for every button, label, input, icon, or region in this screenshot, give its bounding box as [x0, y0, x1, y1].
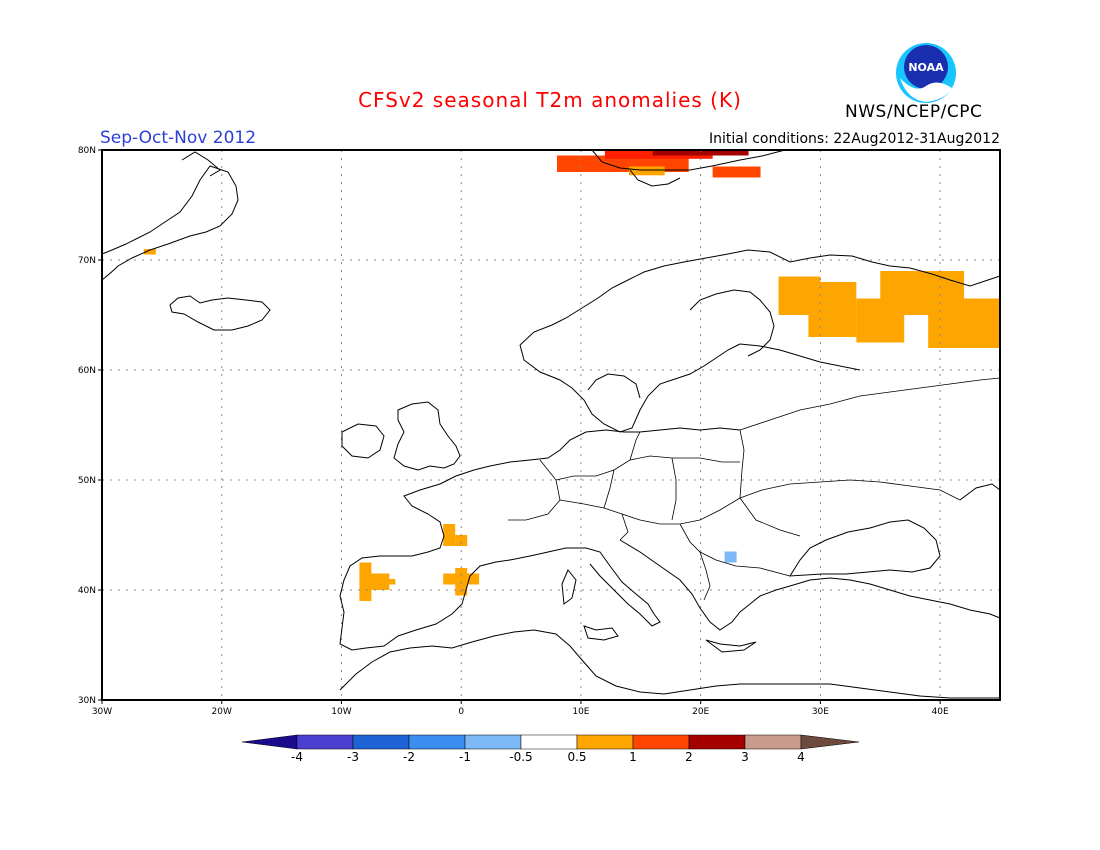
anomaly-cell	[712, 166, 761, 178]
colorbar-label: -0.5	[509, 750, 532, 764]
anomaly-cell	[389, 579, 396, 585]
colorbar-label: -2	[403, 750, 415, 764]
lon-tick-label: 20W	[212, 707, 232, 717]
colorbar-label: -3	[347, 750, 359, 764]
anomaly-cell	[628, 166, 665, 176]
colorbar: -4 -3 -2 -1 -0.5 0.5 1 2 3 4	[241, 734, 860, 764]
lon-tick-label: 30E	[812, 707, 829, 717]
anomaly-cell	[143, 249, 156, 255]
colorbar-box	[408, 734, 466, 750]
colorbar-label: 0.5	[567, 750, 586, 764]
colorbar-label: 2	[685, 750, 693, 764]
lat-tick-label: 50N	[78, 476, 96, 486]
lat-tick-label: 40N	[78, 586, 96, 596]
anomaly-cell	[928, 298, 1000, 348]
colorbar-box	[464, 734, 522, 750]
colorbar-label: 3	[741, 750, 749, 764]
lon-tick-label: 10W	[331, 707, 351, 717]
lon-tick-label: 10E	[572, 707, 589, 717]
colorbar-box	[576, 734, 634, 750]
noaa-logo-text: NOAA	[908, 61, 944, 74]
colorbar-label: -1	[459, 750, 471, 764]
colorbar-arrow-high	[800, 734, 860, 750]
lat-tick-label: 60N	[78, 366, 96, 376]
colorbar-label: 1	[629, 750, 637, 764]
colorbar-label: 4	[797, 750, 805, 764]
colorbar-box	[688, 734, 746, 750]
noaa-logo: NOAA	[896, 43, 956, 103]
lon-tick-label: 20E	[692, 707, 709, 717]
colorbar-box	[744, 734, 802, 750]
colorbar-box	[352, 734, 410, 750]
initial-conditions-label: Initial conditions: 22Aug2012-31Aug2012	[709, 131, 1000, 147]
coastlines	[101, 149, 1001, 699]
agency-label: NWS/NCEP/CPC	[845, 102, 983, 122]
anomaly-cell	[455, 568, 468, 596]
gridlines	[102, 150, 1000, 700]
season-label: Sep-Oct-Nov 2012	[100, 128, 257, 148]
anomaly-cell	[443, 524, 456, 546]
anomaly-cell	[455, 535, 468, 546]
map-frame	[101, 149, 1001, 701]
colorbar-box	[296, 734, 354, 750]
anomaly-cells	[143, 150, 1000, 601]
colorbar-box	[632, 734, 690, 750]
lon-tick-label: 30W	[92, 707, 112, 717]
colorbar-box	[520, 734, 578, 750]
lat-tick-label: 70N	[78, 256, 96, 266]
map-title: CFSv2 seasonal T2m anomalies (K)	[358, 88, 742, 112]
lon-tick-label: 0	[458, 707, 464, 717]
anomaly-cell	[652, 150, 749, 156]
anomaly-cell	[365, 573, 390, 590]
axis-labels: 30W 20W 10W 0 10E 20E 30E 40E 30N 40N 50N 60N 70N 80N	[78, 146, 949, 717]
lon-tick-label: 40E	[932, 707, 949, 717]
colorbar-label: -4	[291, 750, 303, 764]
anomaly-cell	[724, 551, 737, 563]
lat-tick-label: 30N	[78, 696, 96, 706]
anomaly-cell	[808, 282, 857, 337]
lat-tick-label: 80N	[78, 146, 96, 156]
colorbar-arrow-low	[241, 734, 298, 750]
